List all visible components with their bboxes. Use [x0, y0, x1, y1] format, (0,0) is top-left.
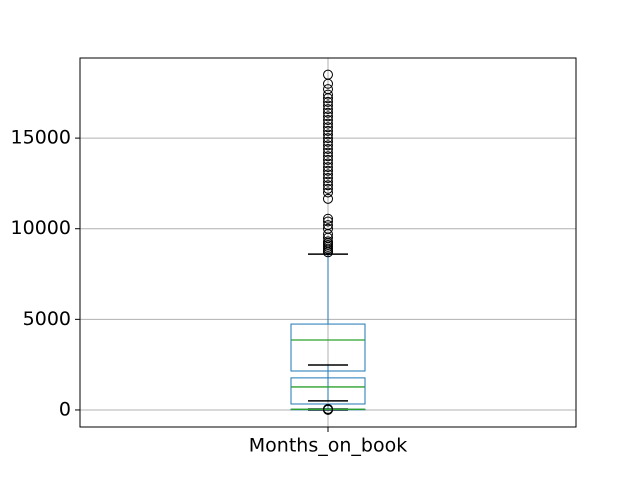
outlier: [323, 169, 333, 180]
outlier: [323, 403, 333, 414]
outlier: [323, 89, 333, 100]
outlier: [323, 187, 333, 198]
outlier: [323, 143, 333, 154]
y-tick-label: 15000: [11, 127, 71, 149]
outlier: [323, 151, 333, 162]
outlier: [323, 111, 333, 122]
outlier: [323, 165, 333, 176]
outlier: [323, 172, 333, 183]
outlier: [323, 69, 333, 80]
outlier: [323, 118, 333, 129]
y-tick-label: 5000: [23, 308, 71, 330]
outlier: [323, 183, 333, 194]
outlier: [323, 107, 333, 118]
outlier: [323, 236, 333, 247]
outlier: [323, 136, 333, 147]
outlier: [323, 176, 333, 187]
x-tick-label: Months_on_book: [249, 435, 407, 457]
outlier: [323, 154, 333, 165]
outlier: [323, 84, 333, 95]
outlier: [323, 129, 333, 140]
outlier: [323, 140, 333, 151]
outlier: [323, 158, 333, 169]
outlier: [323, 180, 333, 191]
y-tick-label: 10000: [11, 217, 71, 239]
y-tick-label: 0: [59, 398, 71, 420]
outlier: [323, 104, 333, 115]
outlier: [323, 100, 333, 111]
outlier: [323, 114, 333, 125]
outlier: [323, 223, 333, 234]
outlier: [323, 213, 333, 224]
plot-frame: [79, 57, 577, 428]
outlier: [323, 96, 333, 107]
outlier: [323, 122, 333, 133]
outlier: [323, 216, 333, 227]
outlier: [323, 133, 333, 144]
outlier: [323, 220, 333, 231]
outlier: [323, 162, 333, 173]
outlier: [323, 193, 333, 204]
outlier: [323, 147, 333, 158]
outlier: [323, 125, 333, 136]
